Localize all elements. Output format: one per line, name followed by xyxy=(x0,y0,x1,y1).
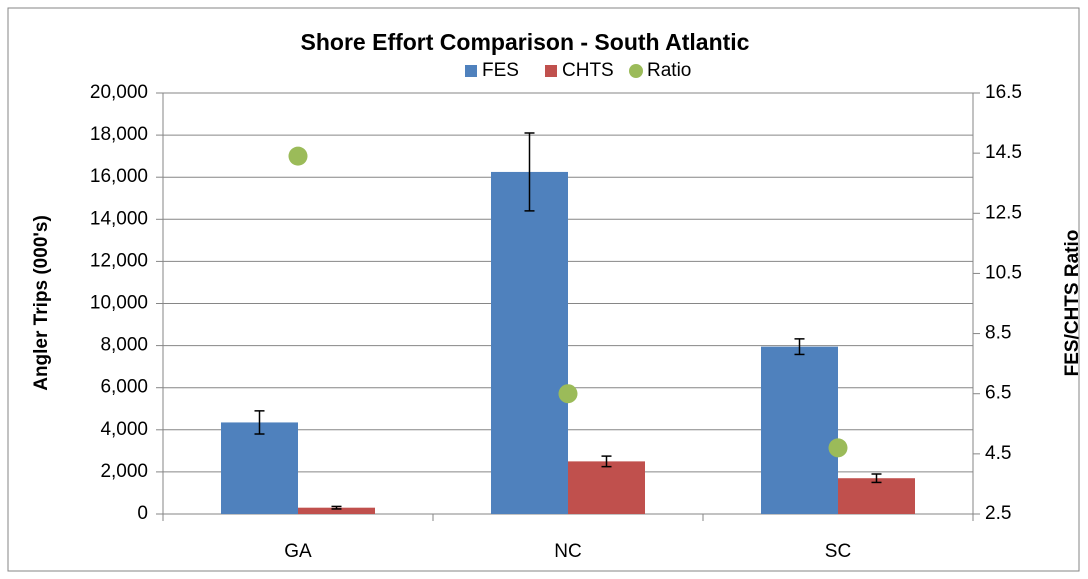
y2-tick-label: 2.5 xyxy=(985,503,1011,524)
y-tick-label: 4,000 xyxy=(100,419,148,440)
legend-label: Ratio xyxy=(647,60,691,81)
legend-label: CHTS xyxy=(562,60,614,81)
y2-tick-label: 6.5 xyxy=(985,383,1011,404)
chart-title: Shore Effort Comparison - South Atlantic xyxy=(301,29,750,55)
y2-tick-label: 10.5 xyxy=(985,262,1022,283)
y2-tick-label: 16.5 xyxy=(985,82,1022,103)
bar xyxy=(491,171,568,514)
y-tick-label: 14,000 xyxy=(90,208,148,229)
ratio-point xyxy=(828,438,848,458)
y2-tick-label: 12.5 xyxy=(985,202,1022,223)
y-tick-label: 0 xyxy=(137,503,148,524)
y-tick-label: 16,000 xyxy=(90,166,148,187)
y-tick-label: 12,000 xyxy=(90,250,148,271)
bar xyxy=(298,507,375,514)
error-bar xyxy=(871,473,882,484)
error-bar xyxy=(794,338,805,356)
x-tick-label: GA xyxy=(284,541,312,562)
error-bar xyxy=(524,132,535,212)
bar xyxy=(568,461,645,514)
y-tick-label: 6,000 xyxy=(100,377,148,398)
error-bar xyxy=(601,455,612,468)
ratio-point xyxy=(288,146,308,166)
y-axis-label: Angler Trips (000's) xyxy=(31,215,52,391)
legend-label: FES xyxy=(482,60,519,81)
y-tick-label: 20,000 xyxy=(90,82,148,103)
legend-swatch xyxy=(545,65,557,77)
y2-tick-label: 14.5 xyxy=(985,142,1022,163)
y-tick-label: 2,000 xyxy=(100,461,148,482)
bar xyxy=(221,422,298,514)
y2-tick-label: 4.5 xyxy=(985,443,1011,464)
y2-tick-label: 8.5 xyxy=(985,323,1011,344)
x-tick-label: NC xyxy=(554,541,581,562)
y-tick-label: 8,000 xyxy=(100,335,148,356)
y2-axis-label: FES/CHTS Ratio xyxy=(1062,230,1083,377)
error-bar xyxy=(331,505,342,510)
x-tick-label: SC xyxy=(825,541,851,562)
y-tick-label: 10,000 xyxy=(90,293,148,314)
y-tick-label: 18,000 xyxy=(90,124,148,145)
ratio-point xyxy=(558,384,578,404)
error-bar xyxy=(254,410,265,435)
legend-swatch xyxy=(465,65,477,77)
bar xyxy=(761,346,838,514)
bar xyxy=(838,478,915,514)
legend-swatch xyxy=(629,64,643,78)
